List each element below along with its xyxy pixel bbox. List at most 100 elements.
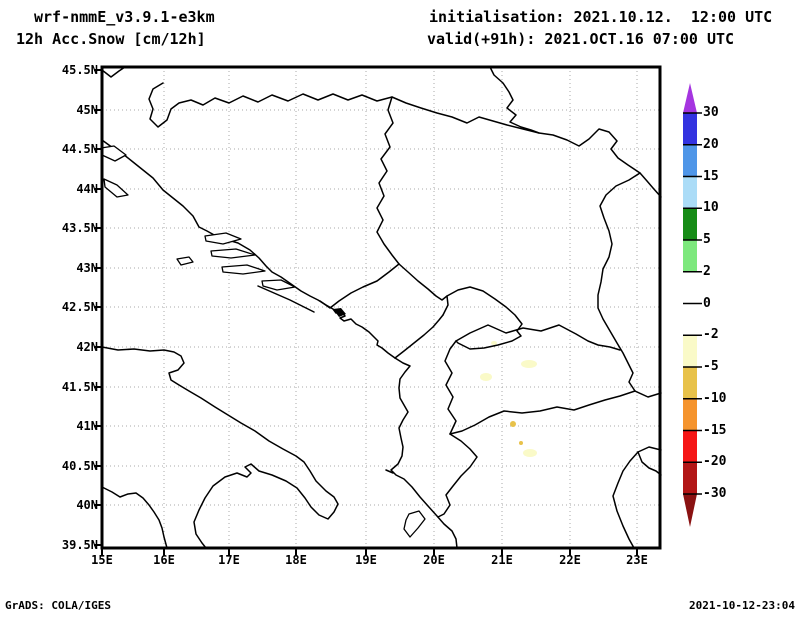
colorbar xyxy=(683,83,702,527)
colorbar-segment xyxy=(683,240,697,272)
coast-croatia-montenegro xyxy=(101,139,396,359)
creation-timestamp: 2021-10-12-23:04 xyxy=(689,599,795,612)
border-drina xyxy=(376,96,400,265)
colorbar-level-label: 2 xyxy=(703,263,711,279)
lon-tick-label: 22E xyxy=(559,553,581,567)
lat-tick-label: 42N xyxy=(76,340,98,354)
peljesac-peninsula xyxy=(257,285,315,313)
colorbar-bottom-arrow xyxy=(683,494,697,527)
border-serbia-bulgaria xyxy=(597,172,641,392)
model-title: wrf-nmmE_v3.9.1-e3km xyxy=(34,8,215,26)
border-slovenia-corner xyxy=(101,66,126,78)
border-bosnia-montenegro xyxy=(319,263,400,309)
grid-lines xyxy=(102,67,660,548)
island-corfu xyxy=(403,510,426,538)
coast-italy-adriatic xyxy=(101,346,339,549)
lat-tick-label: 43.5N xyxy=(61,221,98,235)
lat-tick-label: 39.5N xyxy=(61,538,98,552)
colorbar-segment xyxy=(683,462,697,494)
coast-italy-tyrrhenian xyxy=(101,486,168,549)
border-macedonia-albania xyxy=(444,340,457,435)
coast-aegean xyxy=(612,446,662,549)
colorbar-segment xyxy=(683,208,697,240)
colorbar-level-label: 5 xyxy=(703,232,711,247)
lat-tick-label: 44N xyxy=(76,182,98,196)
lat-tick-label: 40N xyxy=(76,498,98,512)
colorbar-level-label: 30 xyxy=(703,105,719,120)
colorbar-level-label: 15 xyxy=(703,168,719,184)
lon-tick-label: 20E xyxy=(423,553,445,567)
lat-tick-label: 45N xyxy=(76,103,98,117)
colorbar-level-label: -15 xyxy=(703,422,727,438)
colorbar-top-arrow xyxy=(683,83,697,113)
colorbar-segment xyxy=(683,271,697,304)
colorbar-segment xyxy=(683,303,697,336)
snow-field-patch xyxy=(491,341,497,345)
colorbar-segment xyxy=(683,398,697,431)
colorbar-level-label: 20 xyxy=(703,136,719,152)
grads-credit: GrADS: COLA/IGES xyxy=(5,599,111,612)
colorbar-segment xyxy=(683,367,697,399)
colorbar-segment xyxy=(683,430,697,463)
colorbar-level-label: -2 xyxy=(703,327,719,343)
lat-tick-label: 40.5N xyxy=(61,459,98,473)
coastlines-and-borders xyxy=(100,66,662,549)
snow-field-patch xyxy=(521,360,537,368)
border-montenegro-albania xyxy=(394,314,444,359)
lon-tick-label: 17E xyxy=(218,553,240,567)
border-sava-danube xyxy=(148,82,662,198)
init-time-label: initialisation: 2021.10.12. 12:00 UTC xyxy=(429,8,773,26)
kotor-bay xyxy=(333,308,346,317)
axis-ticks xyxy=(94,69,638,556)
border-greece-bulgaria xyxy=(634,390,662,398)
lat-tick-label: 41.5N xyxy=(61,380,98,394)
colorbar-segment xyxy=(683,176,697,209)
colorbar-level-label: 0 xyxy=(703,295,711,311)
border-macedonia-north xyxy=(455,324,621,351)
island-mljet xyxy=(261,279,296,291)
lon-tick-label: 18E xyxy=(285,553,307,567)
snow-field-patch xyxy=(519,441,523,445)
lon-tick-label: 15E xyxy=(91,553,113,567)
island-pag xyxy=(100,145,127,162)
lon-tick-label: 16E xyxy=(153,553,175,567)
lat-tick-label: 43N xyxy=(76,261,98,275)
island-dugi-otok xyxy=(103,178,129,198)
colorbar-level-label: 10 xyxy=(703,200,719,216)
valid-time-label: valid(+91h): 2021.OCT.16 07:00 UTC xyxy=(427,30,735,48)
colorbar-segment xyxy=(683,144,697,177)
island-vis xyxy=(176,256,194,266)
lon-tick-label: 23E xyxy=(626,553,648,567)
lat-tick-label: 42.5N xyxy=(61,300,98,314)
product-title: 12h Acc.Snow [cm/12h] xyxy=(16,30,206,48)
snow-field-patch xyxy=(480,373,492,381)
island-hvar xyxy=(210,248,256,259)
border-montenegro-serbia xyxy=(398,263,448,301)
othonoi-island xyxy=(385,469,394,474)
snow-field-patches xyxy=(480,341,537,457)
border-macedonia-greece xyxy=(449,390,636,435)
island-brac xyxy=(204,232,242,245)
snow-field-patch xyxy=(523,449,537,457)
lon-tick-label: 19E xyxy=(355,553,377,567)
colorbar-segment xyxy=(683,113,697,145)
border-kosovo xyxy=(442,286,523,350)
coast-albania xyxy=(390,357,458,549)
lat-tick-label: 45.5N xyxy=(61,63,98,77)
colorbar-segment xyxy=(683,335,697,367)
map-frame xyxy=(100,65,662,550)
border-serbia-romania xyxy=(489,66,540,134)
colorbar-level-label: -20 xyxy=(703,454,727,470)
colorbar-level-label: -5 xyxy=(703,359,719,374)
border-albania-greece xyxy=(437,433,478,518)
island-korcula xyxy=(221,264,266,275)
coast-chalkidiki xyxy=(637,451,662,476)
lon-tick-label: 21E xyxy=(491,553,513,567)
colorbar-level-label: -10 xyxy=(703,390,727,406)
colorbar-level-label: -30 xyxy=(703,486,727,501)
lat-tick-label: 41N xyxy=(76,419,98,433)
lat-tick-label: 44.5N xyxy=(61,142,98,156)
snow-field-patch xyxy=(510,421,516,427)
